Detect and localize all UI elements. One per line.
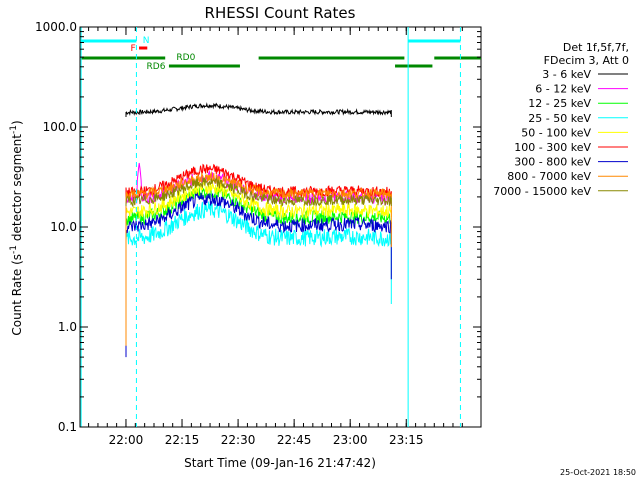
y-axis-label: Count Rate (s-1 detector segment-1) xyxy=(9,120,24,335)
x-tick-label: 23:15 xyxy=(389,433,424,447)
legend-label: 300 - 800 keV xyxy=(514,156,591,169)
legend-header-line2: FDecim 3, Att 0 xyxy=(544,54,629,67)
series-line-6 xyxy=(125,191,392,358)
series-line-4 xyxy=(125,180,392,220)
legend-label: 3 - 6 keV xyxy=(542,68,591,81)
flag-bars: NF RD0 RD6 xyxy=(81,36,481,72)
series-line-7 xyxy=(125,170,392,346)
series-group xyxy=(125,102,392,358)
legend-label: 100 - 300 keV xyxy=(514,141,591,154)
x-tick-label: 22:45 xyxy=(277,433,312,447)
legend-label: 7000 - 15000 keV xyxy=(493,185,591,198)
x-tick-label: 23:00 xyxy=(333,433,368,447)
y-axis-label-exp2: -1 xyxy=(9,125,19,134)
y-axis-label-exp: -1 xyxy=(9,245,19,254)
y-tick-label: 10.0 xyxy=(50,220,77,234)
legend: Det 1f,5f,7f, FDecim 3, Att 0 3 - 6 keV 6… xyxy=(493,41,629,198)
y-axis-label-rest: detector segment xyxy=(10,134,24,245)
x-axis-ticks: 22:00 22:15 22:30 22:45 23:00 23:15 xyxy=(88,27,463,447)
legend-label: 25 - 50 keV xyxy=(528,112,591,125)
y-axis-label-close: ) xyxy=(10,120,24,125)
legend-label: 6 - 12 keV xyxy=(535,83,591,96)
y-tick-label: 100.0 xyxy=(43,120,77,134)
flag-label-f: F xyxy=(130,44,135,54)
legend-label: 800 - 7000 keV xyxy=(507,170,591,183)
flag-label-rd0: RD0 xyxy=(176,53,195,63)
y-tick-label: 1000.0 xyxy=(35,20,77,34)
x-tick-label: 22:15 xyxy=(165,433,200,447)
x-tick-label: 22:30 xyxy=(221,433,256,447)
legend-label: 50 - 100 keV xyxy=(521,126,591,139)
x-axis-label: Start Time (09-Jan-16 21:47:42) xyxy=(184,456,376,470)
legend-header-line1: Det 1f,5f,7f, xyxy=(563,41,629,54)
series-line-3 xyxy=(125,200,392,304)
y-axis-ticks: 1000.0 100.0 10.0 1.0 0.1 xyxy=(35,20,481,434)
series-line-8 xyxy=(125,177,392,208)
y-axis-label-main: Count Rate (s xyxy=(10,254,24,336)
flag-label-n: N xyxy=(143,36,150,46)
series-line-0 xyxy=(125,102,392,117)
y-tick-label: 1.0 xyxy=(58,320,77,334)
footer-date: 25-Oct-2021 18:50 xyxy=(560,468,636,477)
legend-label: 12 - 25 keV xyxy=(528,97,591,110)
flag-label-rd6: RD6 xyxy=(147,62,166,72)
x-tick-label: 22:00 xyxy=(109,433,144,447)
y-tick-label: 0.1 xyxy=(58,420,77,434)
chart-title: RHESSI Count Rates xyxy=(205,4,356,22)
